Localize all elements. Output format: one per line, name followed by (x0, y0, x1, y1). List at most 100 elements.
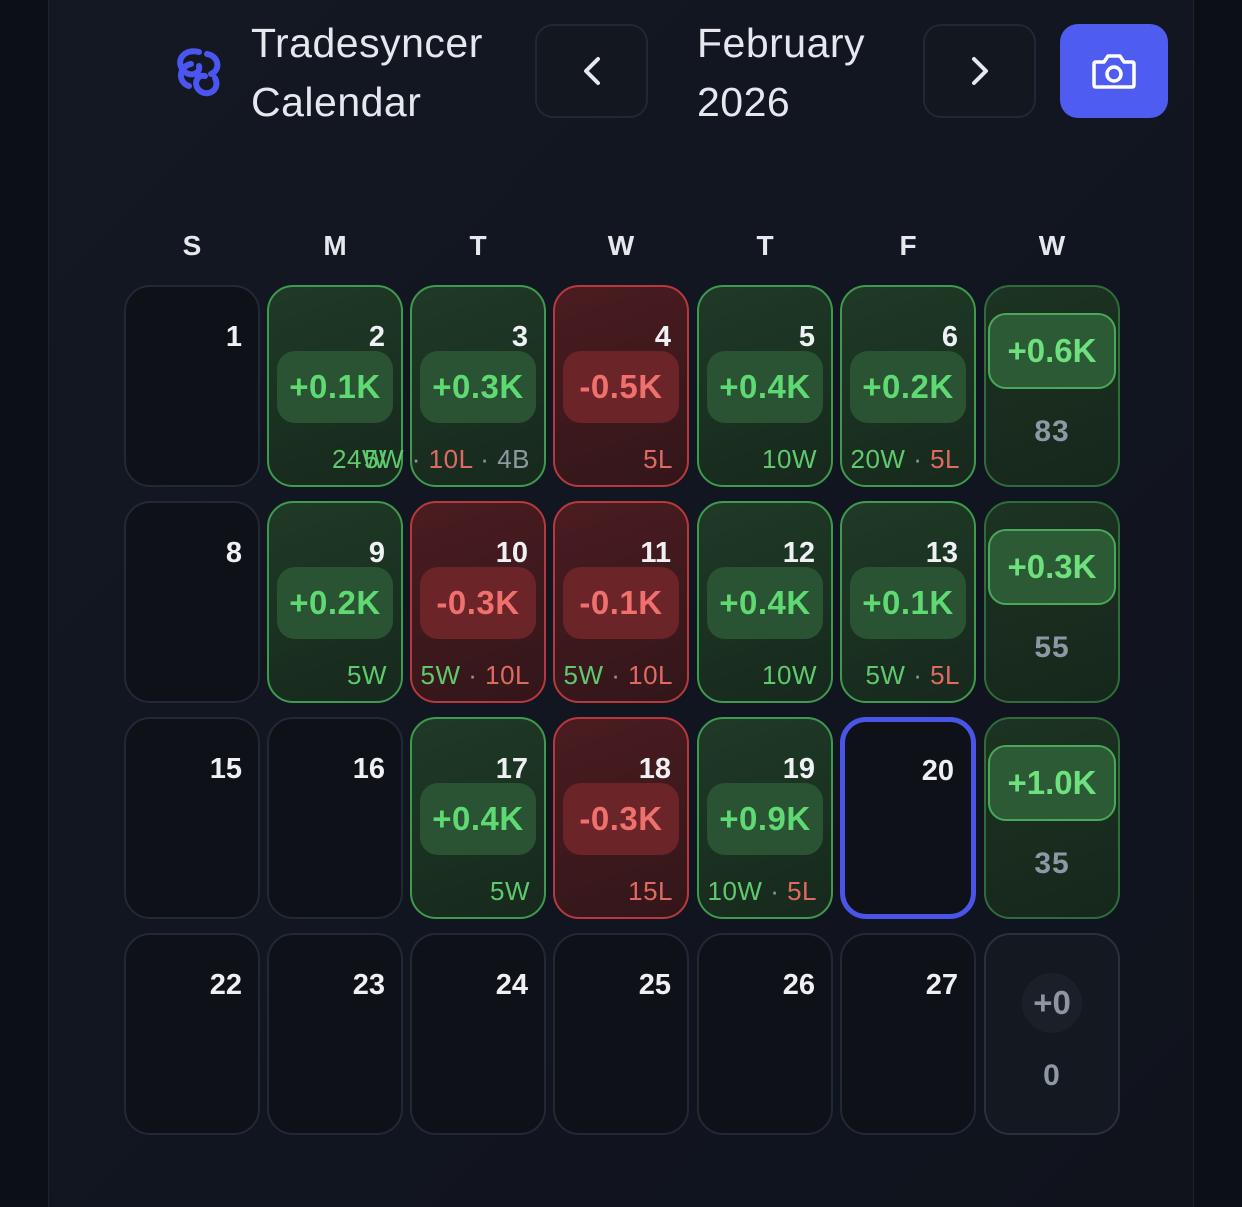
day-cell-8[interactable]: 8 (124, 501, 260, 703)
day-cell-9[interactable]: 9 +0.2K 5W (267, 501, 403, 703)
day-pnl: +0.9K (707, 783, 823, 855)
stats-value: 5W (490, 876, 530, 906)
stats-value: 5W (865, 660, 906, 690)
stats-value: 5W (347, 660, 387, 690)
stats-value: 20W (850, 444, 906, 474)
day-pnl: +0.4K (420, 783, 536, 855)
day-cell-6[interactable]: 6 +0.2K 20W · 5L (840, 285, 976, 487)
day-number: 3 (511, 321, 528, 353)
day-trade-stats: 5L (643, 444, 673, 475)
day-number: 16 (352, 753, 385, 785)
day-number: 1 (225, 321, 242, 353)
stats-value: 5L (930, 660, 960, 690)
stats-separator: · (905, 444, 931, 474)
week-summary-cell[interactable]: +0 0 (984, 933, 1120, 1135)
week-pnl: +0 (1022, 973, 1082, 1033)
day-cell-18[interactable]: 18 -0.3K 15L (553, 717, 689, 919)
tradesyncer-logo-icon (169, 40, 229, 100)
day-cell-3[interactable]: 3 +0.3K 5W · 10L · 4B (364, 285, 546, 487)
day-number: 2 (368, 321, 385, 353)
weekday-label: W (607, 230, 635, 261)
week-trade-count: 55 (1034, 631, 1070, 664)
weekday-label: W (1038, 230, 1066, 261)
day-number: 25 (638, 969, 671, 1001)
day-number: 26 (782, 969, 815, 1001)
day-number: 8 (225, 537, 242, 569)
weekday-label: S (182, 230, 202, 261)
day-cell-22[interactable]: 22 (124, 933, 260, 1135)
week-summary-cell[interactable]: +0.6K 83 (984, 285, 1120, 487)
stats-value: 10W (707, 876, 763, 906)
week-trade-count: 0 (1043, 1059, 1061, 1092)
day-pnl: -0.5K (563, 351, 679, 423)
stats-value: 24W (332, 444, 387, 474)
day-cell-1[interactable]: 1 (124, 285, 260, 487)
day-number: 6 (941, 321, 958, 353)
day-number: 10 (495, 537, 528, 569)
stats-value: 5W (420, 660, 461, 690)
day-number: 24 (495, 969, 528, 1001)
week-summary-cell[interactable]: +1.0K 35 (984, 717, 1120, 919)
week-pnl: +0.6K (988, 313, 1116, 389)
stats-value: 5W (563, 660, 604, 690)
stats-separator: · (404, 444, 429, 474)
day-cell-20[interactable]: 20 (840, 717, 976, 919)
day-cell-24[interactable]: 24 (410, 933, 546, 1135)
day-cell-15[interactable]: 15 (124, 717, 260, 919)
day-cell-23[interactable]: 23 (267, 933, 403, 1135)
weekday-label: M (323, 230, 347, 261)
stats-separator: · (603, 660, 629, 690)
stats-value: 4B (497, 444, 530, 474)
day-trade-stats: 10W · 5L (708, 876, 818, 907)
day-cell-17[interactable]: 17 +0.4K 5W (410, 717, 546, 919)
day-trade-stats: 5W (490, 876, 530, 907)
day-number: 27 (925, 969, 958, 1001)
stats-separator: · (905, 660, 931, 690)
screenshot-button[interactable] (1060, 24, 1168, 118)
day-pnl: +0.4K (707, 567, 823, 639)
weekday-label: T (756, 230, 774, 261)
previous-month-button[interactable] (535, 24, 648, 118)
day-cell-26[interactable]: 26 (697, 933, 833, 1135)
day-trade-stats: 5W · 5L (865, 660, 960, 691)
day-trade-stats: 5W · 10L (564, 660, 674, 691)
day-pnl: +0.1K (850, 567, 966, 639)
day-cell-4[interactable]: 4 -0.5K 5L (553, 285, 689, 487)
day-pnl: -0.1K (563, 567, 679, 639)
day-number: 18 (638, 753, 671, 785)
day-cell-11[interactable]: 11 -0.1K 5W · 10L (553, 501, 689, 703)
chevron-left-icon (583, 57, 600, 85)
day-cell-10[interactable]: 10 -0.3K 5W · 10L (410, 501, 546, 703)
next-month-button[interactable] (923, 24, 1036, 118)
calendar-panel: Tradesyncer Calendar February 2026 S M T W T… (48, 0, 1194, 1207)
day-cell-12[interactable]: 12 +0.4K 10W (697, 501, 833, 703)
week-pnl: +0.3K (988, 529, 1116, 605)
day-pnl: +0.4K (707, 351, 823, 423)
day-cell-19[interactable]: 19 +0.9K 10W · 5L (697, 717, 833, 919)
day-cell-2[interactable]: 2 +0.1K 24W (267, 285, 403, 487)
stats-value: 10L (485, 660, 530, 690)
stats-value: 10L (428, 444, 473, 474)
day-number: 13 (925, 537, 958, 569)
day-cell-13[interactable]: 13 +0.1K 5W · 5L (840, 501, 976, 703)
week-summary-cell[interactable]: +0.3K 55 (984, 501, 1120, 703)
day-cell-5[interactable]: 5 +0.4K 10W (697, 285, 833, 487)
day-trade-stats: 15L (628, 876, 673, 907)
day-cell-27[interactable]: 27 (840, 933, 976, 1135)
day-number: 22 (209, 969, 242, 1001)
chevron-right-icon (971, 57, 988, 85)
day-pnl: -0.3K (563, 783, 679, 855)
week-pnl: +1.0K (988, 745, 1116, 821)
day-number: 19 (782, 753, 815, 785)
day-pnl: +0.2K (850, 351, 966, 423)
stats-value: 5L (787, 876, 817, 906)
day-number: 11 (640, 537, 671, 569)
day-number: 23 (352, 969, 385, 1001)
day-cell-16[interactable]: 16 (267, 717, 403, 919)
week-trade-count: 35 (1034, 847, 1070, 880)
day-cell-25[interactable]: 25 (553, 933, 689, 1135)
calendar-header: Tradesyncer Calendar February 2026 (49, 0, 1193, 150)
day-trade-stats: 5W (347, 660, 387, 691)
day-trade-stats: 5W · 10L · 4B (364, 444, 530, 475)
stats-separator: · (472, 444, 498, 474)
